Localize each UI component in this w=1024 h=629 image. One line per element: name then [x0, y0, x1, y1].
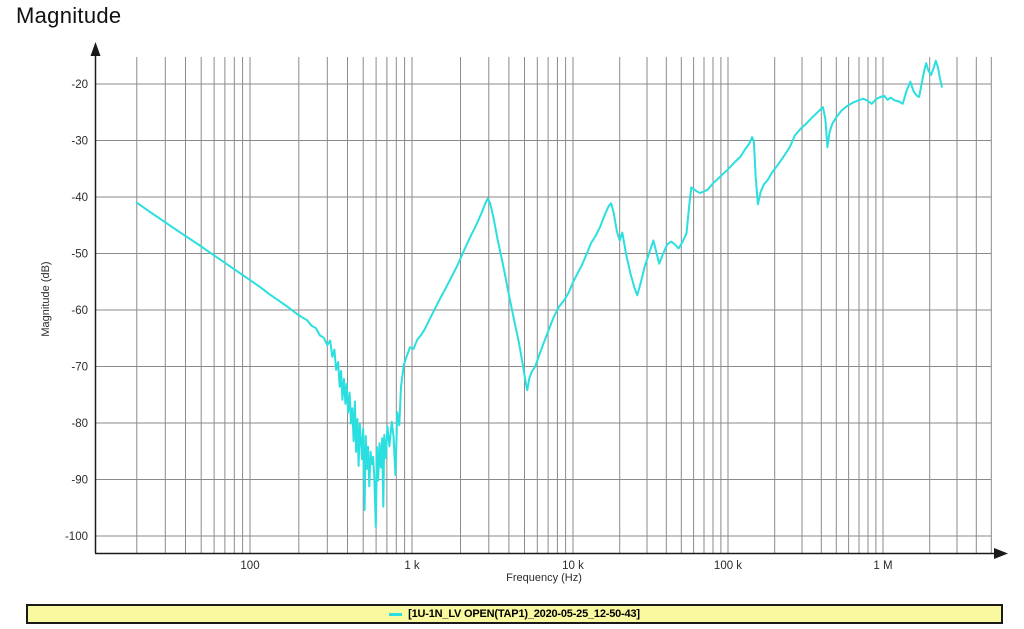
legend-bar: [1U-1N_LV OPEN(TAP1)_2020-05-25_12-50-43…: [26, 604, 1003, 624]
y-tick-label: -70: [71, 362, 88, 374]
y-axis-arrow-icon: [90, 42, 101, 56]
legend-line-sample-icon: [389, 612, 403, 616]
x-axis-arrow-icon: [994, 548, 1008, 559]
y-tick-label: -50: [71, 249, 88, 261]
x-axis-title: Frequency (Hz): [506, 572, 582, 584]
magnitude-trace: [135, 59, 943, 528]
x-tick-label: 10 k: [562, 560, 584, 572]
x-tick-label: 1 M: [873, 560, 892, 572]
x-tick-label: 100 k: [714, 560, 742, 572]
y-tick-label: -60: [71, 305, 88, 317]
y-tick-label: -100: [65, 531, 88, 543]
y-tick-label: -40: [71, 192, 88, 204]
y-tick-label: -80: [71, 418, 88, 430]
legend-label: [1U-1N_LV OPEN(TAP1)_2020-05-25_12-50-43…: [408, 608, 640, 620]
y-tick-label: -30: [71, 136, 88, 148]
y-tick-label: -20: [71, 79, 88, 91]
page-title: Magnitude: [16, 3, 122, 28]
magnitude-plot: -20 -30 -40 -50 -60 -70 -80 -90 -100 100 1 k 10 k 10…: [65, 42, 1008, 572]
x-tick-label: 1 k: [404, 560, 420, 572]
y-axis-title: Magnitude (dB): [40, 261, 52, 337]
x-tick-label: 100: [240, 560, 259, 572]
y-tick-label: -90: [71, 475, 88, 487]
